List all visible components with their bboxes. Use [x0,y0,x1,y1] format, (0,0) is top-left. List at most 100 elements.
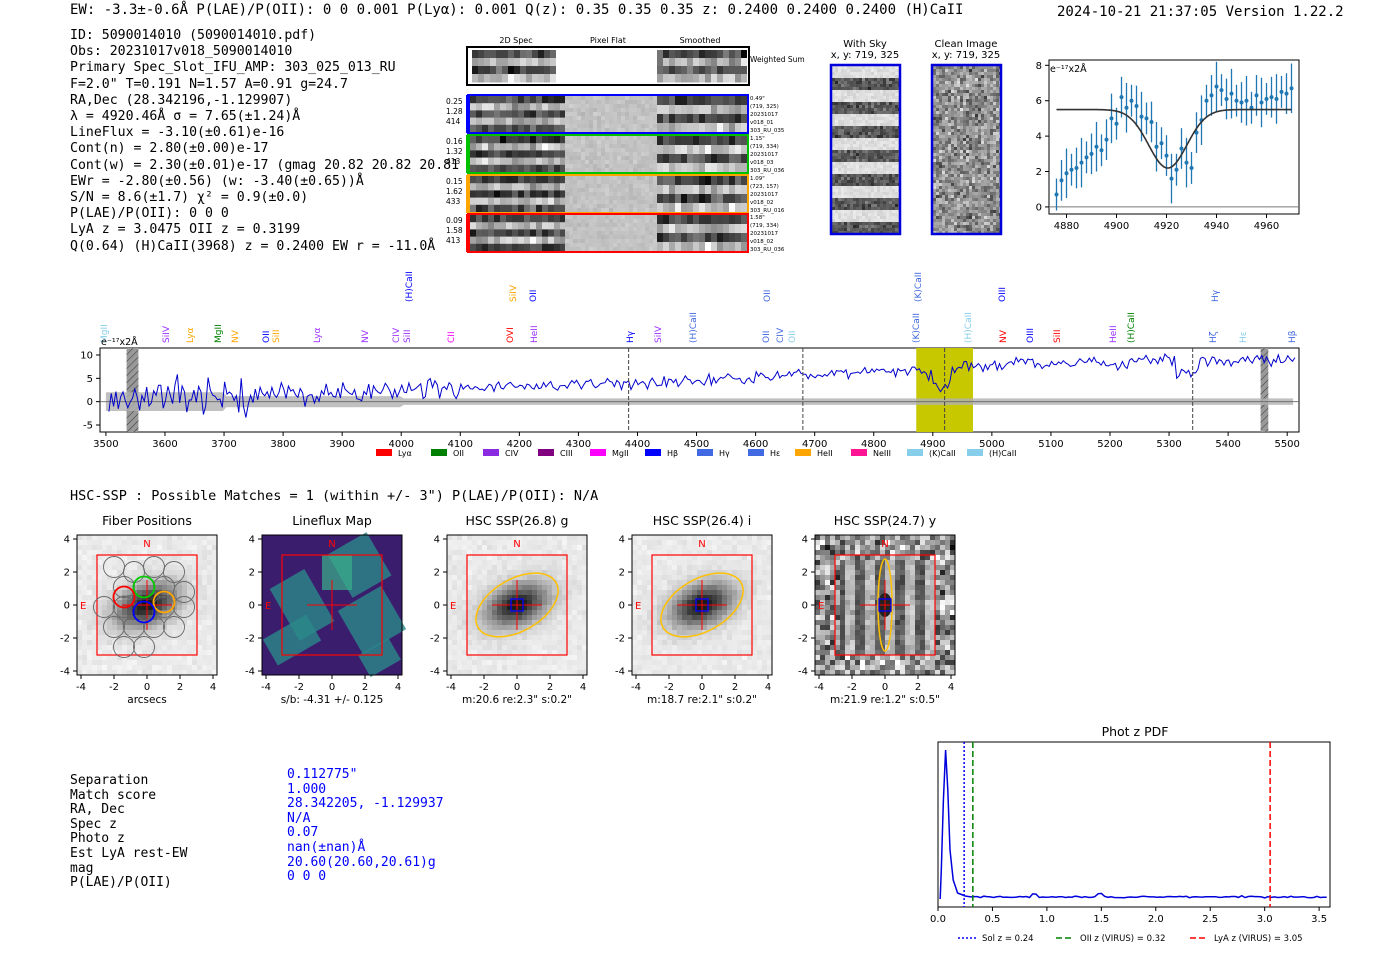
cutout-2dspec [518,236,524,245]
cutout-smoothed [657,224,663,234]
sky-pixel [978,141,981,144]
cutout-2dspec [530,204,536,213]
cutout-2dspec [548,215,554,223]
sky-pixel [975,183,978,186]
pixelflat-noise [565,104,569,108]
cutout-2dspec [506,190,512,199]
hsc-pixel [152,625,157,630]
pixelflat-noise [581,96,585,100]
cutout-2dspec [518,222,524,230]
pixelflat-noise [565,235,569,239]
sky-pixel [853,66,856,69]
pixelflat-noise [649,120,653,124]
pixelflat-noise [637,164,641,168]
sky-pixel [957,111,960,114]
cutout-2dspec [500,229,506,238]
pixelflat-noise [609,140,613,144]
cutout-2dspec [488,190,494,199]
cutout-2dspec [530,176,536,184]
pixelflat-noise [605,164,609,168]
sky-pixel [886,147,889,150]
sky-pixel [847,129,850,132]
pixelflat-noise [641,124,645,128]
weighted-sum-smoothed [687,50,693,59]
pixelflat-noise [565,152,569,156]
pixelflat-noise [593,192,597,196]
sky-pixel [972,132,975,135]
sky-pixel [865,75,868,78]
hsc-pixel [157,625,162,630]
pixelflat-noise [637,168,641,172]
sky-pixel [853,213,856,216]
sky-pixel [832,204,835,207]
pixelflat-noise [617,215,621,219]
hsc-pixel [162,555,167,560]
cutout-2dspec [554,190,560,199]
sky-pixel [936,96,939,99]
sky-pixel [892,132,895,135]
cutout-smoothed [717,154,723,164]
sky-pixel [895,141,898,144]
pixelflat-noise [613,180,617,184]
sky-pixel [856,210,859,213]
sky-pixel [984,204,987,207]
emission-line-label: OII [762,331,772,343]
hsc-pixel [132,545,137,550]
sky-pixel [835,177,838,180]
sky-pixel [933,153,936,156]
sky-pixel [880,231,883,234]
cutout-2dspec [512,103,518,111]
sky-pixel [960,138,963,141]
hsc-pixel [177,560,182,565]
pixelflat-noise [649,144,653,148]
pixelflat-noise [605,140,609,144]
pixelflat-noise [573,100,577,104]
cutout-2dspec [488,110,494,119]
sky-pixel [969,177,972,180]
sky-pixel [996,144,999,147]
pixelflat-noise [649,231,653,235]
pixelflat-noise [625,124,629,128]
sky-pixel [933,72,936,75]
sky-pixel [948,81,951,84]
sky-pixel [853,165,856,168]
sky-pixel [862,174,865,177]
weighted-sum-smoothed [729,74,735,83]
sky-pixel [880,132,883,135]
hsc-pixel [157,540,162,545]
cutout-2dspec [512,157,518,166]
sky-pixel [933,162,936,165]
sky-pixel [844,228,847,231]
sky-pixel [844,102,847,105]
sky-pixel [841,168,844,171]
sky-pixel [859,87,862,90]
sky-pixel [889,210,892,213]
pixelflat-noise [645,140,649,144]
sky-pixel [993,135,996,138]
pixelflat-noise [605,215,609,219]
pixelflat-noise [633,160,637,164]
pixelflat-noise [585,227,589,231]
sky-pixel [874,216,877,219]
pixelflat-noise [625,223,629,227]
cutout-smoothed [675,176,681,186]
cutout-smoothed [663,114,669,124]
sky-pixel [990,144,993,147]
weighted-sum-strip [532,74,538,83]
sky-pixel [990,153,993,156]
sky-pixel [844,159,847,162]
pixelflat-noise [573,243,577,247]
cutout-2dspec [506,164,512,173]
cutout-smoothed [741,233,747,243]
sky-pixel [945,66,948,69]
sky-pixel [859,141,862,144]
sky-pixel [892,225,895,228]
cutout-smoothed [675,123,681,133]
cutout-2dspec [524,243,530,252]
cutout-row-colorbar [466,175,470,213]
sky-pixel [895,132,898,135]
hsc-pixel [87,550,92,555]
sky-pixel [892,105,895,108]
sky-pixel [874,111,877,114]
sky-pixel [844,111,847,114]
